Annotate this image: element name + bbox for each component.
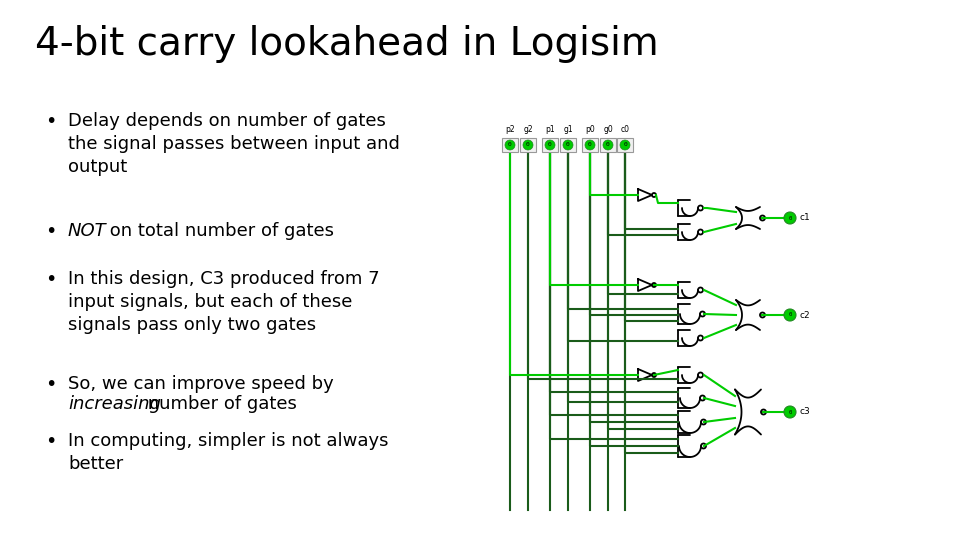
Circle shape xyxy=(563,140,573,150)
Circle shape xyxy=(784,212,796,224)
Text: 0: 0 xyxy=(508,143,512,147)
Text: on total number of gates: on total number of gates xyxy=(104,222,334,240)
Text: 0: 0 xyxy=(566,143,570,147)
Circle shape xyxy=(585,140,595,150)
Text: •: • xyxy=(45,270,57,289)
Circle shape xyxy=(784,309,796,321)
Text: c0: c0 xyxy=(620,125,630,134)
FancyBboxPatch shape xyxy=(600,138,616,152)
FancyBboxPatch shape xyxy=(560,138,576,152)
Text: g0: g0 xyxy=(603,125,612,134)
FancyBboxPatch shape xyxy=(617,138,633,152)
Text: In computing, simpler is not always
better: In computing, simpler is not always bett… xyxy=(68,432,389,473)
Text: •: • xyxy=(45,375,57,394)
Text: p0: p0 xyxy=(586,125,595,134)
Text: number of gates: number of gates xyxy=(142,395,297,413)
Circle shape xyxy=(784,406,796,418)
Text: c2: c2 xyxy=(800,310,810,320)
Circle shape xyxy=(545,140,555,150)
Text: •: • xyxy=(45,432,57,451)
Text: p2: p2 xyxy=(505,125,515,134)
Text: g1: g1 xyxy=(564,125,573,134)
Text: So, we can improve speed by: So, we can improve speed by xyxy=(68,375,334,393)
Text: 0: 0 xyxy=(623,143,627,147)
Text: 0: 0 xyxy=(548,143,552,147)
Text: Delay depends on number of gates
the signal passes between input and
output: Delay depends on number of gates the sig… xyxy=(68,112,400,176)
Text: 0: 0 xyxy=(788,409,792,415)
Circle shape xyxy=(505,140,515,150)
Text: 0: 0 xyxy=(588,143,592,147)
Text: NOT: NOT xyxy=(68,222,107,240)
Text: 0: 0 xyxy=(606,143,610,147)
Text: 0: 0 xyxy=(788,215,792,220)
Text: increasing: increasing xyxy=(68,395,161,413)
Text: •: • xyxy=(45,222,57,241)
Text: c3: c3 xyxy=(800,408,811,416)
Text: c1: c1 xyxy=(800,213,811,222)
FancyBboxPatch shape xyxy=(542,138,558,152)
Circle shape xyxy=(603,140,613,150)
Circle shape xyxy=(620,140,630,150)
Circle shape xyxy=(523,140,533,150)
Text: In this design, C3 produced from 7
input signals, but each of these
signals pass: In this design, C3 produced from 7 input… xyxy=(68,270,379,334)
Text: 0: 0 xyxy=(526,143,530,147)
FancyBboxPatch shape xyxy=(502,138,518,152)
Text: p1: p1 xyxy=(545,125,555,134)
Text: 0: 0 xyxy=(788,313,792,318)
FancyBboxPatch shape xyxy=(582,138,598,152)
Text: g2: g2 xyxy=(523,125,533,134)
Text: 4-bit carry lookahead in Logisim: 4-bit carry lookahead in Logisim xyxy=(35,25,659,63)
FancyBboxPatch shape xyxy=(520,138,536,152)
Text: •: • xyxy=(45,112,57,131)
